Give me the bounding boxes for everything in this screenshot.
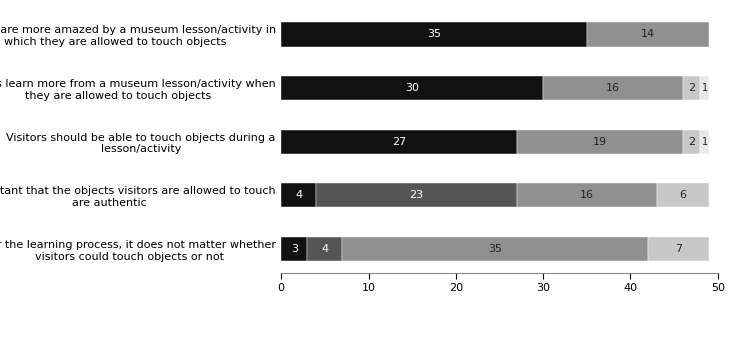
Bar — [700, 130, 709, 154]
Bar — [683, 76, 700, 100]
Bar — [281, 183, 316, 208]
Legend: Totally agree, Agree, Neutral, Disagree, Totally disagree: Totally agree, Agree, Neutral, Disagree,… — [323, 348, 728, 350]
Text: 2: 2 — [688, 83, 695, 93]
Bar — [517, 183, 656, 208]
Bar — [656, 183, 709, 208]
Bar — [648, 237, 709, 261]
Text: 1: 1 — [702, 137, 707, 147]
Text: 7: 7 — [675, 244, 682, 254]
Bar — [281, 22, 587, 47]
Bar — [543, 76, 683, 100]
Text: 16: 16 — [580, 190, 593, 201]
Bar — [683, 130, 700, 154]
Bar — [587, 22, 709, 47]
Text: 35: 35 — [427, 29, 441, 40]
Bar — [281, 237, 307, 261]
Text: 27: 27 — [392, 137, 406, 147]
Text: 4: 4 — [295, 190, 302, 201]
Text: 6: 6 — [679, 190, 687, 201]
Bar — [307, 237, 343, 261]
Bar — [281, 76, 543, 100]
Text: 35: 35 — [488, 244, 502, 254]
Text: 2: 2 — [688, 137, 695, 147]
Text: 16: 16 — [606, 83, 620, 93]
Text: 30: 30 — [406, 83, 419, 93]
Text: 14: 14 — [641, 29, 655, 40]
Bar — [316, 183, 517, 208]
Text: 19: 19 — [593, 137, 607, 147]
Bar — [517, 130, 683, 154]
Bar — [281, 130, 517, 154]
Text: 3: 3 — [291, 244, 297, 254]
Text: 1: 1 — [702, 83, 707, 93]
Bar — [700, 76, 709, 100]
Text: 23: 23 — [409, 190, 423, 201]
Text: 4: 4 — [321, 244, 329, 254]
Bar — [343, 237, 648, 261]
